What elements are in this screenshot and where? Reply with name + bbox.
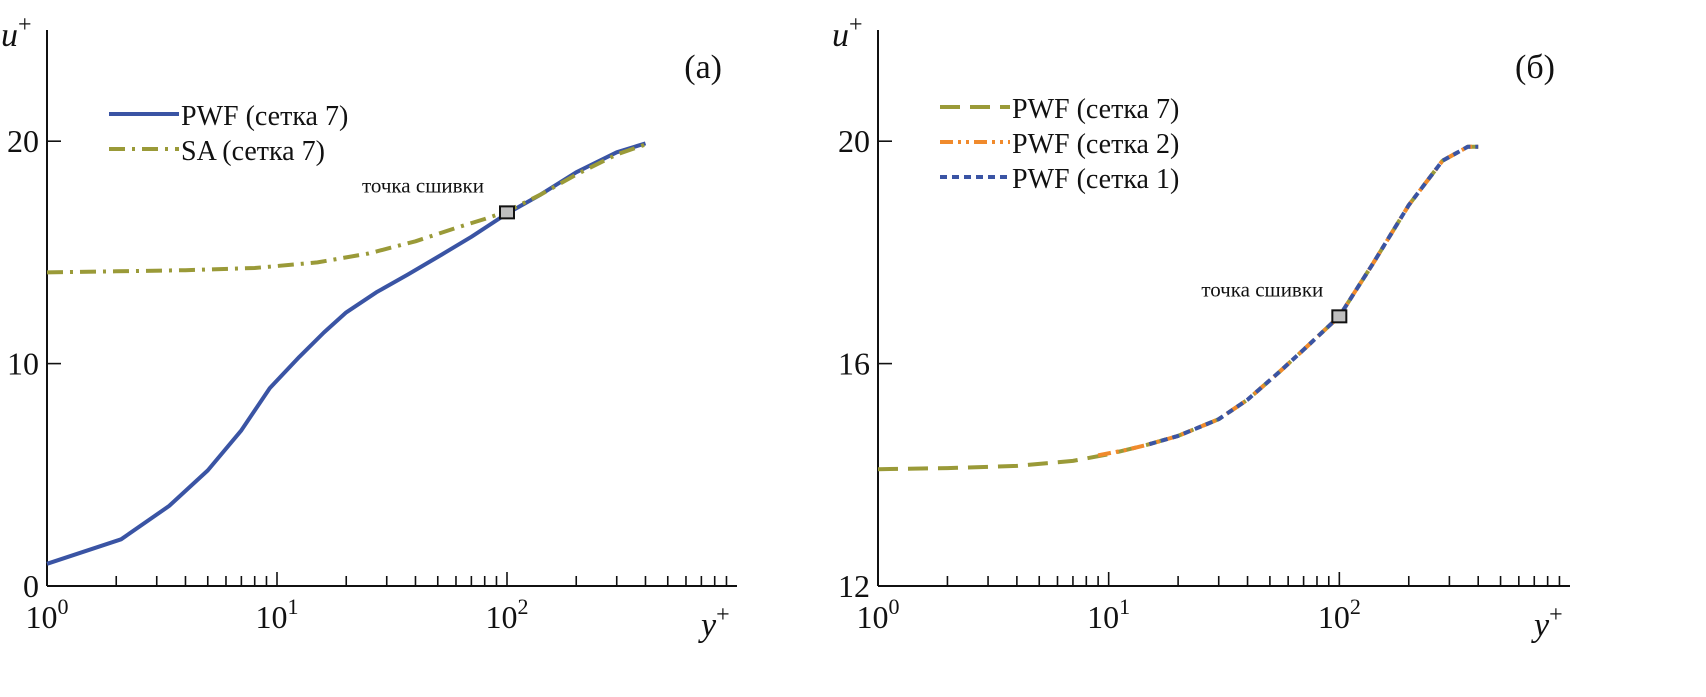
- x-tick-label: 100: [26, 594, 69, 635]
- legend-label-3: PWF (сетка 1): [1012, 164, 1179, 195]
- x-tick-label-base: 10: [26, 599, 58, 635]
- legend-label-1: PWF (сетка 7): [1012, 94, 1179, 125]
- x-tick-label-base: 10: [486, 599, 518, 635]
- series-line-1: [46, 141, 647, 566]
- legend-label-1: PWF (сетка 7): [181, 101, 348, 132]
- panel-label: (б): [1515, 49, 1555, 86]
- x-axis-label-sup: +: [716, 602, 730, 628]
- x-axis-label: y+: [1531, 602, 1563, 644]
- x-tick-label-exponent: 1: [288, 594, 299, 619]
- y-tick-label: 0: [23, 568, 39, 604]
- x-tick-label-exponent: 0: [58, 594, 69, 619]
- match-point-annotation: точка сшивки: [1201, 277, 1323, 301]
- y-tick-label: 20: [838, 123, 870, 159]
- x-tick-label-exponent: 0: [889, 594, 900, 619]
- x-axis-label-sup: +: [1549, 602, 1563, 628]
- x-tick-label-base: 10: [1087, 599, 1119, 635]
- y-axis-label-base: u: [1, 17, 18, 54]
- x-tick-label: 102: [486, 594, 529, 635]
- x-axis-label-base: y: [1531, 607, 1550, 644]
- x-tick-label-base: 10: [1318, 599, 1350, 635]
- series-line-3: [1148, 144, 1479, 447]
- match-point-marker: [499, 205, 515, 220]
- x-axis-label: y+: [698, 602, 730, 644]
- y-tick-label: 20: [7, 123, 39, 159]
- x-axis-label-base: y: [698, 607, 717, 644]
- x-tick-label: 102: [1318, 594, 1361, 635]
- x-tick-label: 101: [256, 594, 299, 635]
- legend-label-2: SA (сетка 7): [181, 136, 325, 167]
- series-line-2: [46, 142, 647, 275]
- x-tick-label: 101: [1087, 594, 1130, 635]
- x-tick-label-exponent: 1: [1119, 594, 1130, 619]
- y-tick-label: 12: [838, 568, 870, 604]
- x-tick-label: 100: [857, 594, 900, 635]
- match-point-annotation: точка сшивки: [362, 173, 484, 197]
- x-tick-label-exponent: 2: [1350, 594, 1361, 619]
- y-axis-label: u+: [1, 12, 32, 54]
- y-axis-label-sup: +: [849, 12, 863, 38]
- y-tick-label: 10: [7, 346, 39, 382]
- match-point-marker: [1331, 309, 1348, 324]
- y-tick-label: 16: [838, 346, 870, 382]
- y-axis-label: u+: [832, 12, 863, 54]
- x-tick-label-exponent: 2: [518, 594, 529, 619]
- y-axis-label-base: u: [832, 17, 849, 54]
- legend-label-2: PWF (сетка 2): [1012, 129, 1179, 160]
- y-axis-label-sup: +: [18, 12, 32, 38]
- x-tick-label-base: 10: [256, 599, 288, 635]
- series-line-1: [877, 144, 1479, 472]
- x-tick-label-base: 10: [857, 599, 889, 635]
- panel-label: (a): [684, 49, 722, 86]
